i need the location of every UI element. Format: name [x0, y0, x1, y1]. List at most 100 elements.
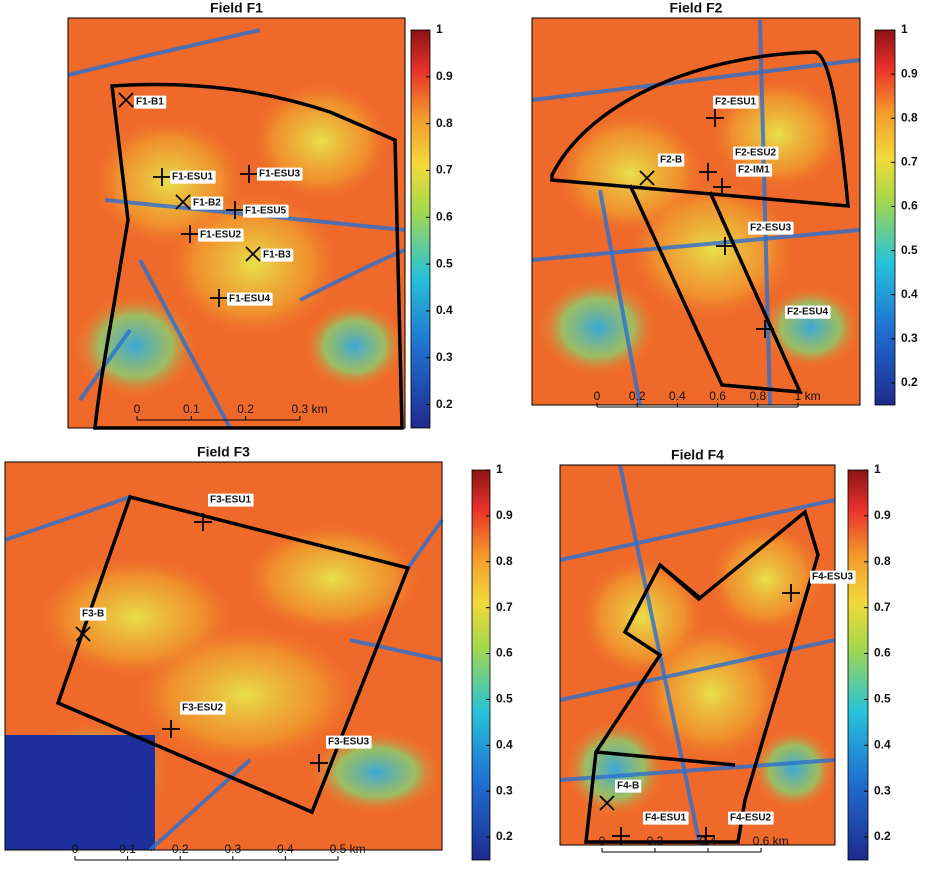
point-label: F1-ESU3 — [259, 169, 301, 180]
map-patch — [136, 627, 355, 763]
panel-title: Field F4 — [671, 447, 724, 463]
point-label: F3-B — [82, 609, 104, 620]
panel-title: Field F2 — [670, 0, 723, 16]
colorbar-tick-label: 0.8 — [436, 116, 453, 130]
point-label: F1-ESU5 — [245, 206, 287, 217]
scale-label: 1 — [795, 389, 802, 403]
map-patch — [643, 627, 781, 760]
point-label: F1-ESU1 — [172, 172, 214, 183]
point-label: F1-B1 — [136, 97, 164, 108]
point-label: F1-ESU4 — [229, 294, 271, 305]
point-label: F2-IM1 — [738, 165, 770, 176]
scale-label: 0.1 — [119, 842, 136, 856]
point-label: F4-ESU2 — [730, 813, 772, 824]
colorbar-tick-label: 0.2 — [496, 829, 513, 843]
scale-unit: km — [773, 834, 789, 848]
colorbar-tick-label: 0.4 — [901, 287, 918, 301]
colorbar-tick-label: 1 — [436, 22, 443, 36]
scale-unit: km — [805, 389, 821, 403]
colorbar-tick-label: 0.7 — [901, 155, 918, 169]
scale-unit: km — [312, 402, 328, 416]
point-label: F1-B2 — [193, 198, 221, 209]
colorbar-tick-label: 0.3 — [874, 783, 891, 797]
colorbar-tick-label: 0.6 — [496, 646, 513, 660]
colorbar-tick-label: 0.4 — [496, 737, 513, 751]
colorbar — [848, 470, 868, 860]
colorbar-tick-label: 0.3 — [496, 783, 513, 797]
colorbar-tick-label: 0.5 — [436, 256, 453, 270]
point-label: F2-B — [660, 155, 682, 166]
map-patch — [245, 524, 420, 633]
scale-label: 0.3 — [292, 402, 309, 416]
colorbar — [411, 30, 430, 428]
colorbar-tick-label: 0.3 — [901, 331, 918, 345]
colorbar-tick-label: 0.2 — [901, 375, 918, 389]
colorbar-tick-label: 1 — [496, 462, 503, 476]
map-patch — [753, 729, 836, 809]
scale-label: 0.8 — [749, 389, 766, 403]
point-label: F1-ESU2 — [200, 230, 242, 241]
point-label: F2-ESU2 — [735, 148, 777, 159]
point-label: F4-B — [617, 781, 639, 792]
point-label: F2-ESU1 — [715, 97, 757, 108]
colorbar — [472, 470, 490, 860]
scale-label: 0.6 — [753, 834, 770, 848]
panel: Field F40.20.30.40.50.60.70.80.9100.20.4… — [560, 447, 891, 860]
scale-label: 0.3 — [224, 842, 241, 856]
panel-title: Field F1 — [210, 0, 263, 16]
colorbar-tick-label: 0.4 — [874, 737, 891, 751]
colorbar-tick-label: 0.9 — [496, 508, 513, 522]
scale-label: 0.2 — [629, 389, 646, 403]
colorbar-tick-label: 0.8 — [496, 554, 513, 568]
colorbar-tick-label: 0.5 — [496, 692, 513, 706]
panel: Field F3 0.2 0.3 0.4 0.5 0.6 0.7 0.8 0.9 1 0 0.1 0.2… — [5, 444, 513, 860]
scale-label: 0.5 — [330, 842, 347, 856]
colorbar — [875, 30, 895, 405]
colorbar-tick-label: 1 — [901, 22, 908, 36]
scale-unit: km — [350, 842, 366, 856]
colorbar-tick-label: 0.7 — [496, 600, 513, 614]
colorbar-tick-label: 0.9 — [901, 66, 918, 80]
colorbar-tick-label: 0.6 — [901, 199, 918, 213]
map-patch — [253, 84, 388, 199]
colorbar-tick-label: 0.2 — [874, 829, 891, 843]
scale-label: 0.6 — [709, 389, 726, 403]
water-body — [5, 735, 155, 850]
scale-label: 0.4 — [669, 389, 686, 403]
colorbar-tick-label: 0.2 — [436, 397, 453, 411]
scale-label: 0.2 — [172, 842, 189, 856]
scale-label: 0.2 — [647, 834, 664, 848]
colorbar-tick-label: 0.5 — [874, 692, 891, 706]
colorbar-tick-label: 1 — [874, 462, 881, 476]
colorbar-tick-label: 0.6 — [874, 646, 891, 660]
colorbar-tick-label: 0.7 — [436, 163, 453, 177]
point-label: F2-ESU4 — [787, 307, 829, 318]
colorbar-tick-label: 0.3 — [436, 350, 453, 364]
colorbar-tick-label: 0.9 — [874, 508, 891, 522]
colorbar-tick-label: 0.4 — [436, 303, 453, 317]
map-patch — [304, 303, 405, 389]
scale-label: 0.1 — [183, 402, 200, 416]
point-label: F3-ESU2 — [182, 703, 224, 714]
colorbar-tick-label: 0.7 — [874, 600, 891, 614]
point-label: F4-ESU1 — [645, 813, 687, 824]
point-label: F4-ESU3 — [812, 572, 854, 583]
scale-label: 0 — [72, 842, 79, 856]
point-label: F1-B3 — [263, 250, 291, 261]
colorbar-tick-label: 0.8 — [874, 554, 891, 568]
map-patch — [539, 279, 657, 377]
colorbar-tick-label: 0.6 — [436, 209, 453, 223]
scale-label: 0.4 — [277, 842, 294, 856]
scale-label: 0 — [594, 389, 601, 403]
map-patch — [566, 721, 665, 817]
scale-label: 0 — [134, 402, 141, 416]
scale-label: 0 — [599, 834, 606, 848]
point-label: F2-ESU3 — [750, 223, 792, 234]
colorbar-tick-label: 0.8 — [901, 110, 918, 124]
colorbar-tick-label: 0.9 — [436, 69, 453, 83]
point-label: F3-ESU3 — [328, 737, 370, 748]
map-patch — [762, 287, 860, 368]
panel-title: Field F3 — [197, 444, 250, 460]
colorbar-tick-label: 0.5 — [901, 243, 918, 257]
